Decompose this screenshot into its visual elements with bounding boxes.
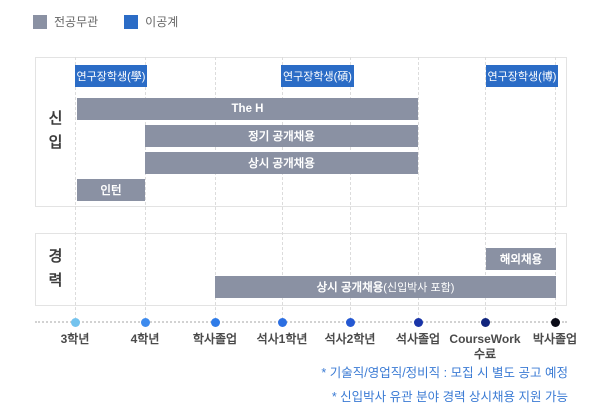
tick-dot — [414, 318, 423, 327]
tick-dot — [346, 318, 355, 327]
bar-label: 해외채용 — [499, 254, 543, 266]
bar-overseas-recruitment: 해외채용 — [486, 248, 556, 270]
bar-label-suffix: (신입박사 포함) — [383, 282, 455, 294]
legend: 전공무관 이공계 — [33, 13, 178, 30]
bar-label: 상시 공개채용 — [248, 158, 315, 170]
gridline — [418, 57, 419, 320]
tick-label-master-year1: 석사1학년 — [256, 332, 308, 346]
tick-dot — [211, 318, 220, 327]
tick-label-coursework: CourseWork 수료 — [449, 332, 521, 361]
legend-label: 이공계 — [145, 15, 179, 29]
section-label-newhire: 신입 — [48, 110, 63, 151]
bar-label: 정기 공개채용 — [248, 131, 315, 143]
bar-label: 상시 공개채용 — [316, 282, 384, 294]
program-label: 연구장학생(碩) — [283, 71, 352, 83]
blue-swatch-icon — [124, 14, 139, 29]
program-box-research-scholar-doctor: 연구장학생(博) — [486, 65, 558, 87]
bar-rolling-open-recruitment: 상시 공개채용 — [145, 152, 418, 174]
bar-the-h: The H — [77, 98, 418, 120]
bar-rolling-open-recruitment-experienced: 상시 공개채용 (신입박사 포함) — [215, 276, 556, 298]
bar-label: The H — [231, 103, 264, 115]
program-box-research-scholar-bachelor: 연구장학생(學) — [75, 65, 147, 87]
tick-dot — [481, 318, 490, 327]
tick-label-master-year2: 석사2학년 — [324, 332, 376, 346]
tick-dot — [278, 318, 287, 327]
gridline — [282, 57, 283, 320]
timeline-axis — [35, 321, 567, 323]
gridline — [485, 57, 486, 320]
tick-label-bachelor-grad: 학사졸업 — [192, 332, 238, 346]
gridline — [75, 57, 76, 320]
program-label: 연구장학생(學) — [76, 71, 146, 83]
tick-dot — [551, 318, 560, 327]
gridline — [555, 57, 556, 320]
tick-label-master-grad: 석사졸업 — [395, 332, 441, 346]
gridline — [145, 57, 146, 320]
tick-label-grade3: 3학년 — [60, 332, 90, 346]
legend-label: 전공무관 — [54, 15, 99, 29]
footnote-tech-sales-maintenance: * 기술직/영업직/정비직 : 모집 시 별도 공고 예정 — [321, 366, 568, 380]
bar-label: 인턴 — [100, 185, 122, 197]
program-box-research-scholar-master: 연구장학생(碩) — [281, 65, 354, 87]
legend-item-any-major: 전공무관 — [33, 13, 98, 30]
bar-intern: 인턴 — [77, 179, 145, 201]
tick-dot — [71, 318, 80, 327]
tick-label-grade4: 4학년 — [130, 332, 160, 346]
tick-dot — [141, 318, 150, 327]
bar-regular-open-recruitment: 정기 공개채용 — [145, 125, 418, 147]
gray-swatch-icon — [33, 14, 47, 29]
gridline — [215, 57, 216, 320]
section-label-experienced: 경력 — [48, 248, 63, 289]
legend-item-science-engineering: 이공계 — [124, 13, 178, 30]
footnote-new-doctor-rolling: * 신입박사 유관 분야 경력 상시채용 지원 가능 — [331, 390, 568, 404]
gridline — [350, 57, 351, 320]
tick-label-doctor-grad: 박사졸업 — [532, 332, 578, 346]
program-label: 연구장학생(博) — [487, 71, 557, 83]
